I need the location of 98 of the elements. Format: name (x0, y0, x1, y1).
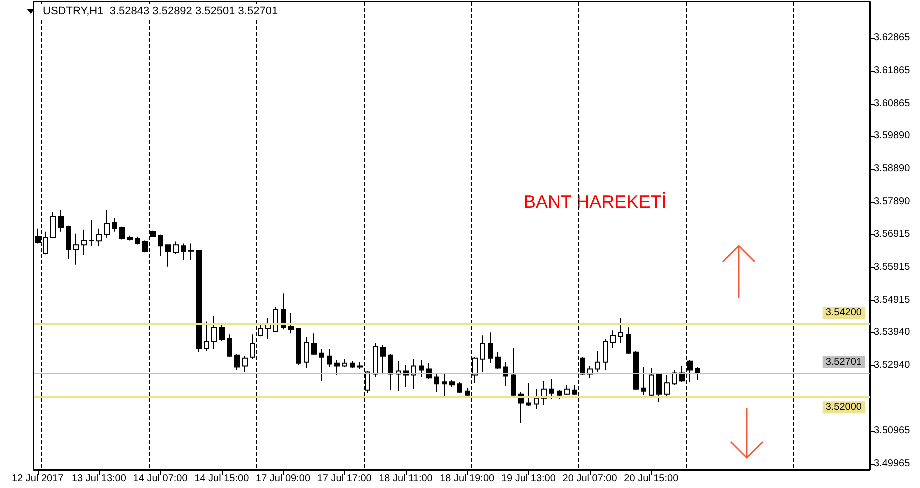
y-tick-label: 3.55915 (874, 262, 911, 273)
y-tick-label: 3.58890 (874, 164, 911, 175)
chart-title: USDTRY,H1 3.52843 3.52892 3.52501 3.52701 (43, 6, 278, 18)
candlestick (350, 360, 355, 369)
candlestick (649, 368, 654, 397)
candlestick (618, 318, 623, 344)
candlestick (304, 337, 309, 369)
y-tick-label: 3.52940 (874, 360, 911, 372)
candlestick (564, 384, 570, 396)
x-tick-label: 20 Jul 07:00 (562, 474, 618, 484)
y-tick-label: 3.50965 (874, 425, 911, 436)
candlestick (89, 219, 94, 247)
candlestick (135, 236, 140, 246)
candlestick (626, 327, 631, 355)
ref-line-label: 3.52701 (826, 357, 862, 368)
y-tick-label: 3.59890 (874, 130, 911, 142)
ref-line-label: 3.54200 (826, 308, 862, 319)
candlestick (411, 358, 416, 390)
ref-line-label: 3.52000 (826, 402, 862, 414)
candlestick (480, 335, 485, 373)
candlestick (419, 360, 424, 378)
candlestick (664, 374, 670, 399)
candlestick (196, 250, 202, 353)
candlestick (173, 241, 179, 254)
candlestick (188, 243, 194, 260)
x-tick-label: 13 Jul 13:00 (72, 474, 127, 484)
candlestick (342, 358, 347, 368)
candlestick (434, 372, 439, 393)
candlestick (265, 318, 271, 340)
candlestick (296, 327, 301, 366)
candlestick (319, 348, 324, 382)
candlestick (656, 372, 662, 403)
x-tick-label: 18 Jul 19:00 (440, 474, 496, 484)
y-tick-label: 3.62865 (874, 32, 911, 44)
y-tick-label: 3.57890 (874, 196, 911, 208)
candlestick (204, 321, 209, 352)
candlestick (603, 339, 608, 371)
candlestick (66, 225, 71, 260)
candlestick (288, 312, 294, 334)
y-tick-label: 3.60865 (874, 98, 911, 110)
candlestick (242, 356, 248, 373)
candlestick (58, 210, 64, 232)
candlestick (549, 378, 554, 400)
candlestick (503, 362, 508, 387)
candlestick (73, 233, 79, 266)
candlestick (127, 235, 133, 242)
candlestick (334, 360, 340, 376)
candlestick (96, 228, 102, 247)
candlestick (373, 343, 378, 378)
candlestick (526, 382, 531, 407)
x-tick-label: 14 Jul 07:00 (133, 474, 188, 484)
candlestick (281, 293, 286, 330)
x-tick-label: 14 Jul 15:00 (194, 474, 250, 484)
candlestick (211, 316, 217, 350)
candlestick (534, 388, 539, 410)
candlestick (557, 390, 562, 400)
candlestick (119, 226, 125, 240)
candlestick (104, 210, 110, 238)
candlestick (227, 334, 232, 358)
candlestick (488, 332, 493, 364)
y-tick-label: 3.56915 (874, 228, 911, 240)
candlestick (641, 366, 646, 396)
candlestick (380, 344, 386, 375)
candlestick (610, 330, 616, 349)
candlestick (50, 212, 56, 239)
candlestick (165, 244, 171, 268)
candlestick (442, 372, 447, 399)
candlestick (388, 354, 393, 391)
candlestick (181, 243, 186, 260)
candlestick (426, 362, 432, 380)
candlestick (595, 350, 600, 373)
candlestick (457, 382, 462, 394)
annotation: BANT HAREKETİ (524, 192, 667, 212)
x-tick-label: 17 Jul 09:00 (256, 474, 311, 484)
candlestick (357, 362, 363, 370)
candlestick (273, 307, 278, 333)
candlestick (112, 218, 117, 232)
x-tick-label: 19 Jul 13:00 (501, 474, 556, 484)
y-tick-label: 3.61865 (874, 65, 911, 76)
candlestick (633, 350, 639, 391)
candlestick (672, 370, 677, 386)
x-tick-label: 17 Jul 17:00 (317, 474, 372, 484)
candlestick (511, 348, 516, 399)
x-tick-label: 18 Jul 11:00 (379, 474, 434, 484)
candlestick (327, 348, 332, 368)
y-tick-label: 3.54915 (874, 294, 911, 306)
candlestick (234, 354, 240, 371)
candlestick (81, 229, 87, 256)
candlestick (495, 352, 501, 370)
candlestick (695, 366, 700, 381)
candlestick (219, 324, 225, 342)
candlestick (311, 333, 317, 356)
y-tick-label: 3.53940 (874, 327, 911, 338)
x-tick-label: 20 Jul 15:00 (624, 474, 680, 484)
x-tick-label: 12 Jul 2017 (12, 474, 64, 484)
candlestick (449, 380, 455, 388)
candlestick (158, 234, 163, 256)
y-tick-label: 3.49965 (874, 458, 911, 470)
